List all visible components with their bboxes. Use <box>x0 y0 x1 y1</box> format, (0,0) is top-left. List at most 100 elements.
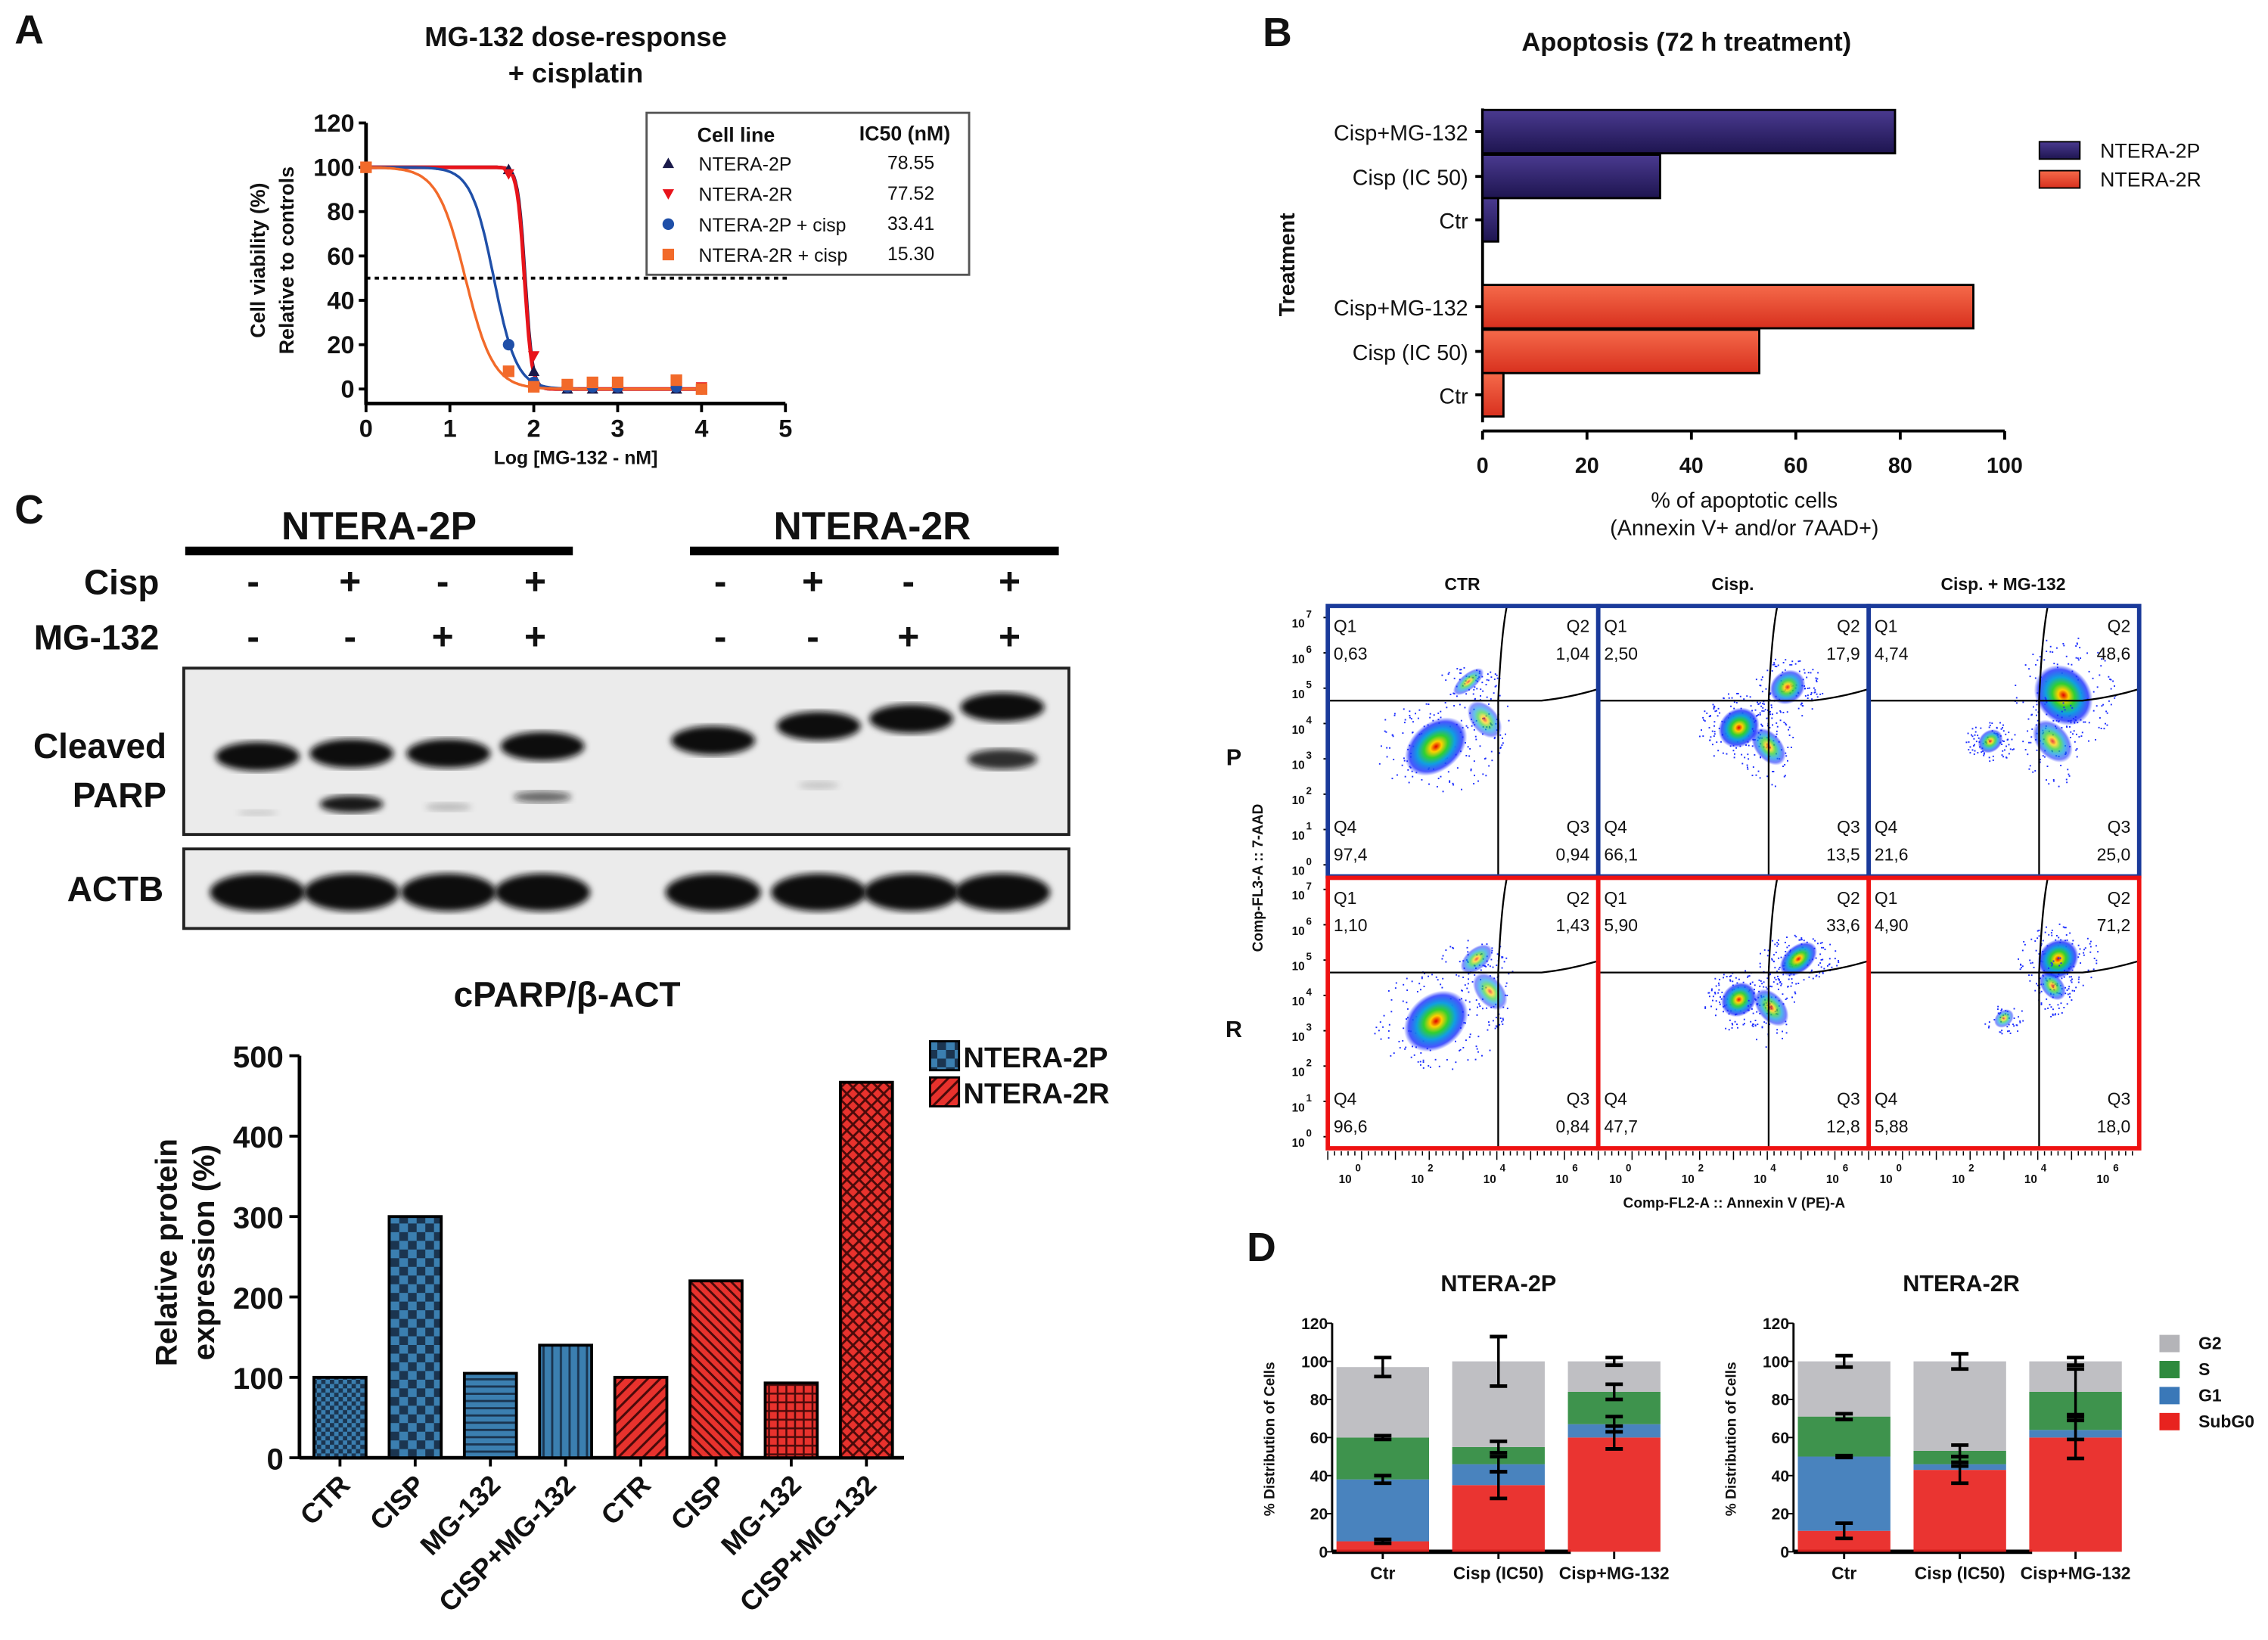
event-dot <box>1425 703 1428 705</box>
treatment-sign: + <box>897 615 919 657</box>
event-dot <box>1819 953 1822 955</box>
event-dot <box>1771 669 1773 672</box>
event-dot <box>1776 975 1779 977</box>
event-dot <box>1754 754 1756 756</box>
event-dot <box>1731 1023 1733 1024</box>
event-dot <box>2110 688 2112 690</box>
event-dot <box>1836 964 1838 967</box>
flow-plot: Q1 1,10 Q2 1,43 Q4 96,6 Q3 0,84 <box>1325 875 1601 1151</box>
event-dot <box>1716 710 1718 712</box>
event-dot <box>1743 698 1745 700</box>
event-dot <box>2084 721 2086 723</box>
y-tick-exponent: 3 <box>1306 1022 1312 1033</box>
chart-title: NTERA-2R <box>1903 1271 2020 1297</box>
x-tick-base: 10 <box>1826 1173 1839 1186</box>
event-dot <box>1399 1047 1401 1049</box>
bar-segment-g2 <box>1336 1367 1430 1438</box>
event-dot <box>1810 971 1813 973</box>
event-dot <box>1706 712 1708 714</box>
event-dot <box>1824 949 1826 951</box>
event-dot <box>1713 708 1715 710</box>
event-dot <box>1721 991 1723 993</box>
x-tick-label: 40 <box>1679 454 1704 478</box>
treatment-sign: - <box>714 561 727 603</box>
event-dot <box>1477 780 1479 782</box>
event-dot <box>1977 735 1979 737</box>
event-dot <box>1806 676 1808 679</box>
event-dot <box>2092 710 2095 712</box>
event-dot <box>2074 716 2077 718</box>
event-dot <box>1793 1001 1795 1003</box>
legend-label: G2 <box>2198 1334 2222 1353</box>
event-dot <box>1969 746 1971 748</box>
event-dot <box>1791 978 1793 980</box>
event-dot <box>1755 774 1757 776</box>
quadrant-name: Q1 <box>1334 616 1357 635</box>
event-dot <box>1489 1049 1491 1051</box>
event-dot <box>2062 702 2065 704</box>
legend-label: S <box>2198 1359 2210 1379</box>
event-dot <box>1499 752 1501 754</box>
quadrant-gate-vertical <box>1767 877 1779 1148</box>
treatment-sign: - <box>437 561 449 603</box>
event-dot <box>1758 979 1760 981</box>
event-dot <box>1492 1020 1494 1022</box>
event-dot <box>1988 756 1990 759</box>
event-dot <box>2064 927 2066 929</box>
y-tick-label: 400 <box>233 1120 284 1154</box>
quadrant-percent: 5,90 <box>1604 915 1638 935</box>
legend-swatch <box>2159 1412 2180 1430</box>
event-dot <box>2013 1017 2015 1020</box>
event-dot <box>1984 752 1985 754</box>
x-tick-exponent: 6 <box>1843 1163 1848 1174</box>
event-dot <box>2030 741 2032 744</box>
event-dot <box>1730 975 1732 977</box>
event-dot <box>1782 711 1785 713</box>
event-dot <box>1773 663 1776 666</box>
event-dot <box>1810 672 1812 674</box>
event-dot <box>2088 722 2090 724</box>
event-dot <box>1481 1008 1484 1010</box>
event-dot <box>1776 1029 1779 1031</box>
bar-cisp-mg-132 <box>538 1343 593 1460</box>
event-dot <box>1719 1003 1721 1005</box>
event-dot <box>2015 697 2018 699</box>
event-dot <box>1506 1008 1508 1010</box>
event-dot <box>1473 688 1475 691</box>
event-dot <box>1766 775 1769 778</box>
quadrant-percent: 48,6 <box>2097 644 2131 663</box>
legend-marker <box>662 189 675 200</box>
event-dot <box>2028 741 2030 744</box>
chart-title: Apoptosis (72 h treatment) <box>1521 28 1851 57</box>
event-dot <box>1445 679 1447 682</box>
event-dot <box>1734 1020 1736 1023</box>
event-dot <box>2068 996 2071 998</box>
event-dot <box>1420 1052 1422 1054</box>
event-dot <box>1386 747 1388 749</box>
event-dot <box>1816 693 1818 695</box>
event-dot <box>2061 716 2063 719</box>
event-dot <box>2063 645 2065 647</box>
event-dot <box>2021 967 2023 969</box>
event-dot <box>1476 1014 1478 1016</box>
x-tick-exponent: 2 <box>1428 1163 1433 1174</box>
x-tick-exponent: 0 <box>1626 1163 1631 1174</box>
bar-segment-g1 <box>1336 1479 1430 1542</box>
event-dot <box>2038 929 2040 931</box>
event-dot <box>1495 1017 1497 1019</box>
event-dot <box>1727 693 1729 695</box>
event-dot <box>1493 679 1496 680</box>
event-dot <box>1490 676 1493 679</box>
group-bar <box>185 546 573 556</box>
event-dot <box>1807 697 1809 699</box>
group-bar <box>690 546 1059 556</box>
event-dot <box>1447 771 1449 773</box>
event-dot <box>1717 715 1719 717</box>
event-dot <box>1505 982 1508 984</box>
event-dot <box>1716 741 1718 744</box>
quadrant-name: Q1 <box>1334 888 1357 908</box>
x-tick-label: 100 <box>1987 454 2023 478</box>
event-dot <box>2058 936 2060 939</box>
event-dot <box>1449 780 1451 782</box>
event-dot <box>1409 716 1411 719</box>
